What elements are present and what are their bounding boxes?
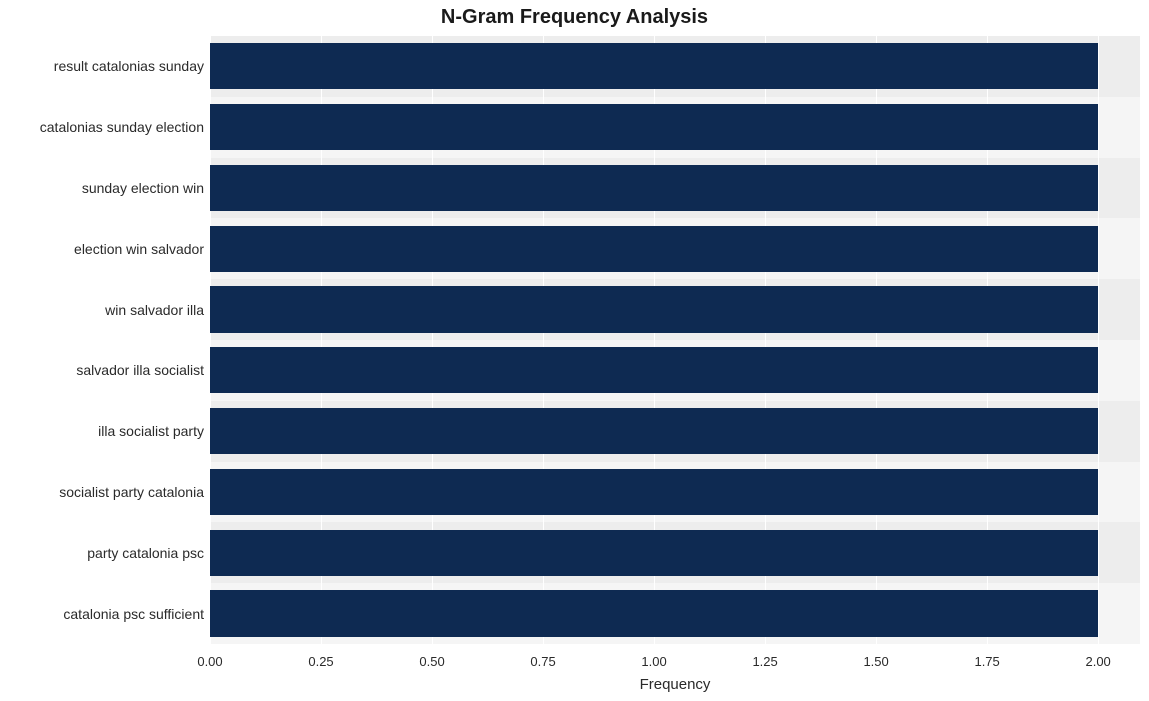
bar bbox=[210, 590, 1098, 636]
x-tick-label: 0.50 bbox=[419, 654, 444, 669]
bar bbox=[210, 43, 1098, 89]
bar bbox=[210, 286, 1098, 332]
x-tick-label: 0.25 bbox=[308, 654, 333, 669]
y-tick-label: party catalonia psc bbox=[0, 545, 204, 561]
bar bbox=[210, 104, 1098, 150]
y-tick-label: illa socialist party bbox=[0, 423, 204, 439]
y-tick-label: election win salvador bbox=[0, 241, 204, 257]
x-tick-label: 1.50 bbox=[863, 654, 888, 669]
x-tick-label: 2.00 bbox=[1085, 654, 1110, 669]
bar bbox=[210, 530, 1098, 576]
y-tick-label: socialist party catalonia bbox=[0, 484, 204, 500]
bar bbox=[210, 226, 1098, 272]
bar bbox=[210, 165, 1098, 211]
x-tick-label: 1.25 bbox=[752, 654, 777, 669]
y-tick-label: catalonia psc sufficient bbox=[0, 606, 204, 622]
y-tick-label: result catalonias sunday bbox=[0, 58, 204, 74]
x-tick-label: 1.75 bbox=[974, 654, 999, 669]
x-axis-label: Frequency bbox=[210, 676, 1140, 693]
y-tick-label: sunday election win bbox=[0, 180, 204, 196]
x-tick-label: 0.00 bbox=[197, 654, 222, 669]
bars-layer bbox=[210, 36, 1140, 644]
y-tick-label: salvador illa socialist bbox=[0, 362, 204, 378]
plot-area bbox=[210, 36, 1140, 644]
x-tick-label: 0.75 bbox=[530, 654, 555, 669]
bar bbox=[210, 347, 1098, 393]
ngram-frequency-chart: N-Gram Frequency Analysis result catalon… bbox=[0, 0, 1149, 701]
bar bbox=[210, 408, 1098, 454]
x-tick-label: 1.00 bbox=[641, 654, 666, 669]
y-tick-label: win salvador illa bbox=[0, 302, 204, 318]
y-tick-label: catalonias sunday election bbox=[0, 119, 204, 135]
chart-title: N-Gram Frequency Analysis bbox=[0, 6, 1149, 29]
bar bbox=[210, 469, 1098, 515]
